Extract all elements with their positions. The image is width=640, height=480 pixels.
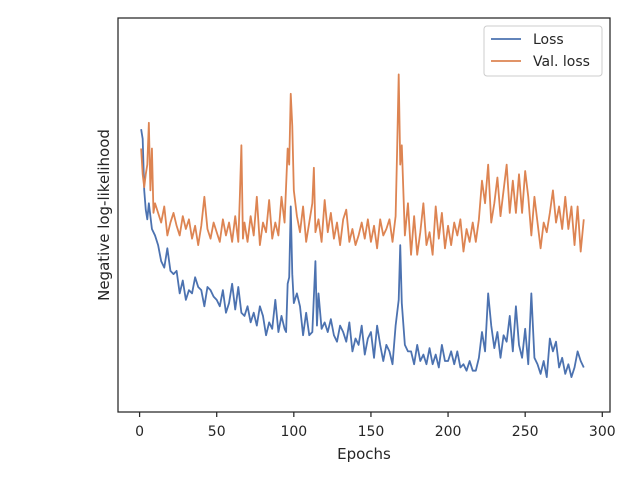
x-tick-label: 50 [208, 424, 226, 440]
x-tick-label: 0 [135, 424, 144, 440]
x-tick-label: 100 [280, 424, 307, 440]
y-axis-label: Negative log-likelihood [95, 129, 113, 301]
plot-frame [117, 17, 611, 413]
legend-label-val-loss: Val. loss [533, 54, 590, 70]
legend-label-loss: Loss [533, 32, 564, 48]
series-layer [140, 73, 585, 379]
x-tick-label: 200 [435, 424, 462, 440]
x-axis-label: Epochs [337, 445, 391, 463]
x-axis-ticks: 0 50 100 150 200 250 300 [135, 412, 616, 440]
legend: Loss Val. loss [483, 25, 603, 77]
x-tick-label: 250 [512, 424, 539, 440]
series-line-loss [140, 129, 585, 379]
series-line-val-loss [140, 73, 585, 256]
x-tick-label: 150 [358, 424, 385, 440]
x-tick-label: 300 [589, 424, 616, 440]
